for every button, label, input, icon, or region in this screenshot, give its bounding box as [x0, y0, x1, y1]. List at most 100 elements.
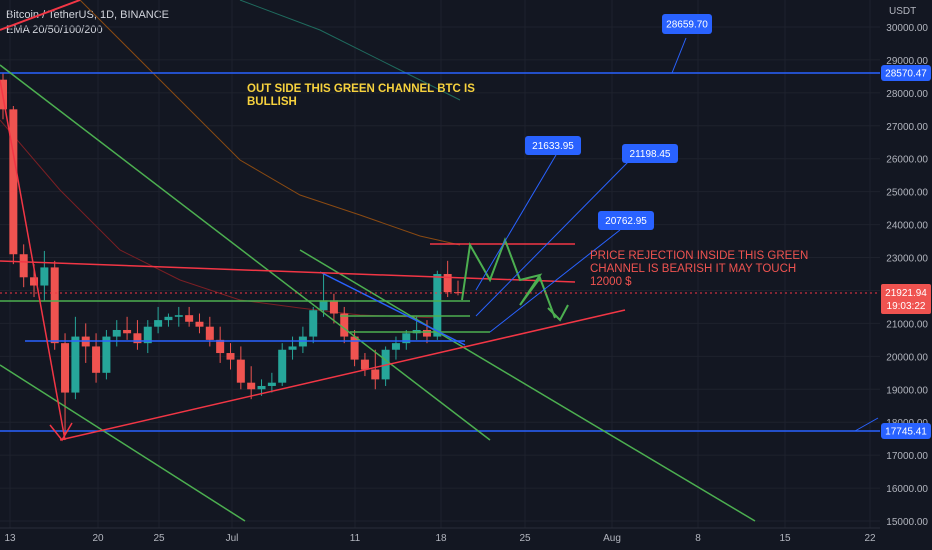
candle [164, 313, 173, 327]
target-connector-4 [671, 37, 687, 74]
candle-body [185, 315, 194, 322]
projected-arrow-head [547, 304, 569, 322]
candle-body [422, 329, 431, 337]
candle-body [19, 254, 28, 278]
target-connector-3 [489, 229, 621, 333]
trend-drawings [0, 0, 880, 522]
time-tick-label: 22 [864, 533, 876, 544]
time-tick-label: 25 [519, 533, 531, 544]
candle-body [391, 343, 400, 350]
candle-body [340, 313, 349, 337]
green-channel-mid [299, 249, 756, 522]
candle [278, 343, 287, 386]
price-tick-label: 28000.00 [886, 89, 928, 100]
support-price-badge-bg [881, 423, 931, 439]
current-price-badge-bg [881, 284, 931, 315]
candle [61, 333, 70, 436]
candle-body [236, 359, 245, 383]
annotation-labels: 21633.95 21198.45 20762.95 28659.70 28570.47… [247, 14, 931, 439]
time-tick-label: Aug [603, 533, 621, 544]
candle-body [205, 326, 214, 340]
bullish-note: OUT SIDE THIS GREEN CHANNEL BTC IS BULLIS… [247, 83, 475, 108]
chart-grid [0, 0, 880, 528]
candle-body [112, 329, 121, 337]
target-label-1: 21633.95 [525, 136, 581, 155]
target-label-2: 21198.45 [622, 144, 678, 163]
candle [454, 280, 462, 296]
bearish-note: PRICE REJECTION INSIDE THIS GREEN CHANNEL… [590, 250, 808, 288]
candle-body [350, 336, 359, 360]
candle [143, 320, 152, 354]
candle-body [40, 267, 49, 286]
candle [298, 326, 307, 354]
candle [154, 306, 163, 334]
time-tick-label: 18 [435, 533, 447, 544]
support-price-badge-text: 17745.41 [885, 427, 927, 438]
current-price-text: 21921.94 [885, 288, 927, 299]
target-label-3-bg [598, 211, 654, 230]
resistance-price-badge: 28570.47 [881, 65, 931, 81]
candle [40, 250, 49, 301]
candle [309, 306, 318, 344]
candle [247, 366, 256, 400]
red-support-trend [59, 309, 626, 441]
candle [50, 260, 59, 350]
ema-line [79, 0, 461, 246]
time-tick-label: 13 [4, 533, 16, 544]
target-label-1-text: 21633.95 [532, 141, 574, 152]
candle-body [133, 333, 142, 344]
candle [443, 260, 452, 298]
candle-body [309, 310, 318, 337]
candle [185, 306, 194, 327]
blue-trend-line [319, 271, 466, 346]
candle-body [360, 359, 369, 370]
countdown-text: 19:03:22 [887, 301, 926, 312]
green-channel-lower [0, 364, 246, 522]
price-axis: 15000.0016000.0017000.0018000.0019000.00… [880, 0, 932, 550]
candle-body [164, 316, 173, 321]
candle-body [143, 326, 152, 344]
currency-label: USDT [889, 6, 916, 17]
candle [71, 316, 80, 400]
candle [19, 244, 28, 288]
candle-body [195, 321, 204, 327]
candle-body [9, 109, 18, 255]
candle [9, 106, 18, 265]
price-tick-label: 24000.00 [886, 221, 928, 232]
candle-body [443, 274, 452, 293]
candle [102, 329, 111, 380]
price-tick-label: 30000.00 [886, 23, 928, 34]
price-tick-label: 26000.00 [886, 155, 928, 166]
candle-body [30, 277, 39, 286]
price-tick-label: 27000.00 [886, 122, 928, 133]
candle-body [0, 79, 7, 110]
time-tick-label: 8 [695, 533, 701, 544]
candle [360, 353, 369, 377]
target-label-4-text: 28659.70 [666, 20, 708, 31]
candle [81, 323, 90, 363]
candlesticks [0, 73, 462, 436]
price-tick-label: 25000.00 [886, 188, 928, 199]
candle-body [154, 320, 163, 327]
time-tick-label: Jul [226, 533, 239, 544]
time-tick-label: 15 [779, 533, 791, 544]
candle [216, 326, 225, 363]
support-price-badge: 17745.41 [881, 423, 931, 439]
resistance-price-badge-bg [881, 65, 931, 81]
price-tick-label: 16000.00 [886, 484, 928, 495]
candle-body [71, 336, 80, 393]
price-axis-bg [880, 0, 932, 550]
candle-body [61, 343, 70, 393]
candle-body [257, 385, 266, 390]
price-tick-label: 29000.00 [886, 56, 928, 67]
target-label-4-bg [662, 14, 712, 34]
candle-body [288, 346, 297, 350]
price-tick-label: 17000.00 [886, 451, 928, 462]
candle [205, 316, 214, 347]
red-arrow-line [0, 79, 66, 441]
target-label-4: 28659.70 [662, 14, 712, 34]
candle [112, 320, 121, 347]
candle [433, 270, 442, 340]
price-tick-label: 15000.00 [886, 517, 928, 528]
